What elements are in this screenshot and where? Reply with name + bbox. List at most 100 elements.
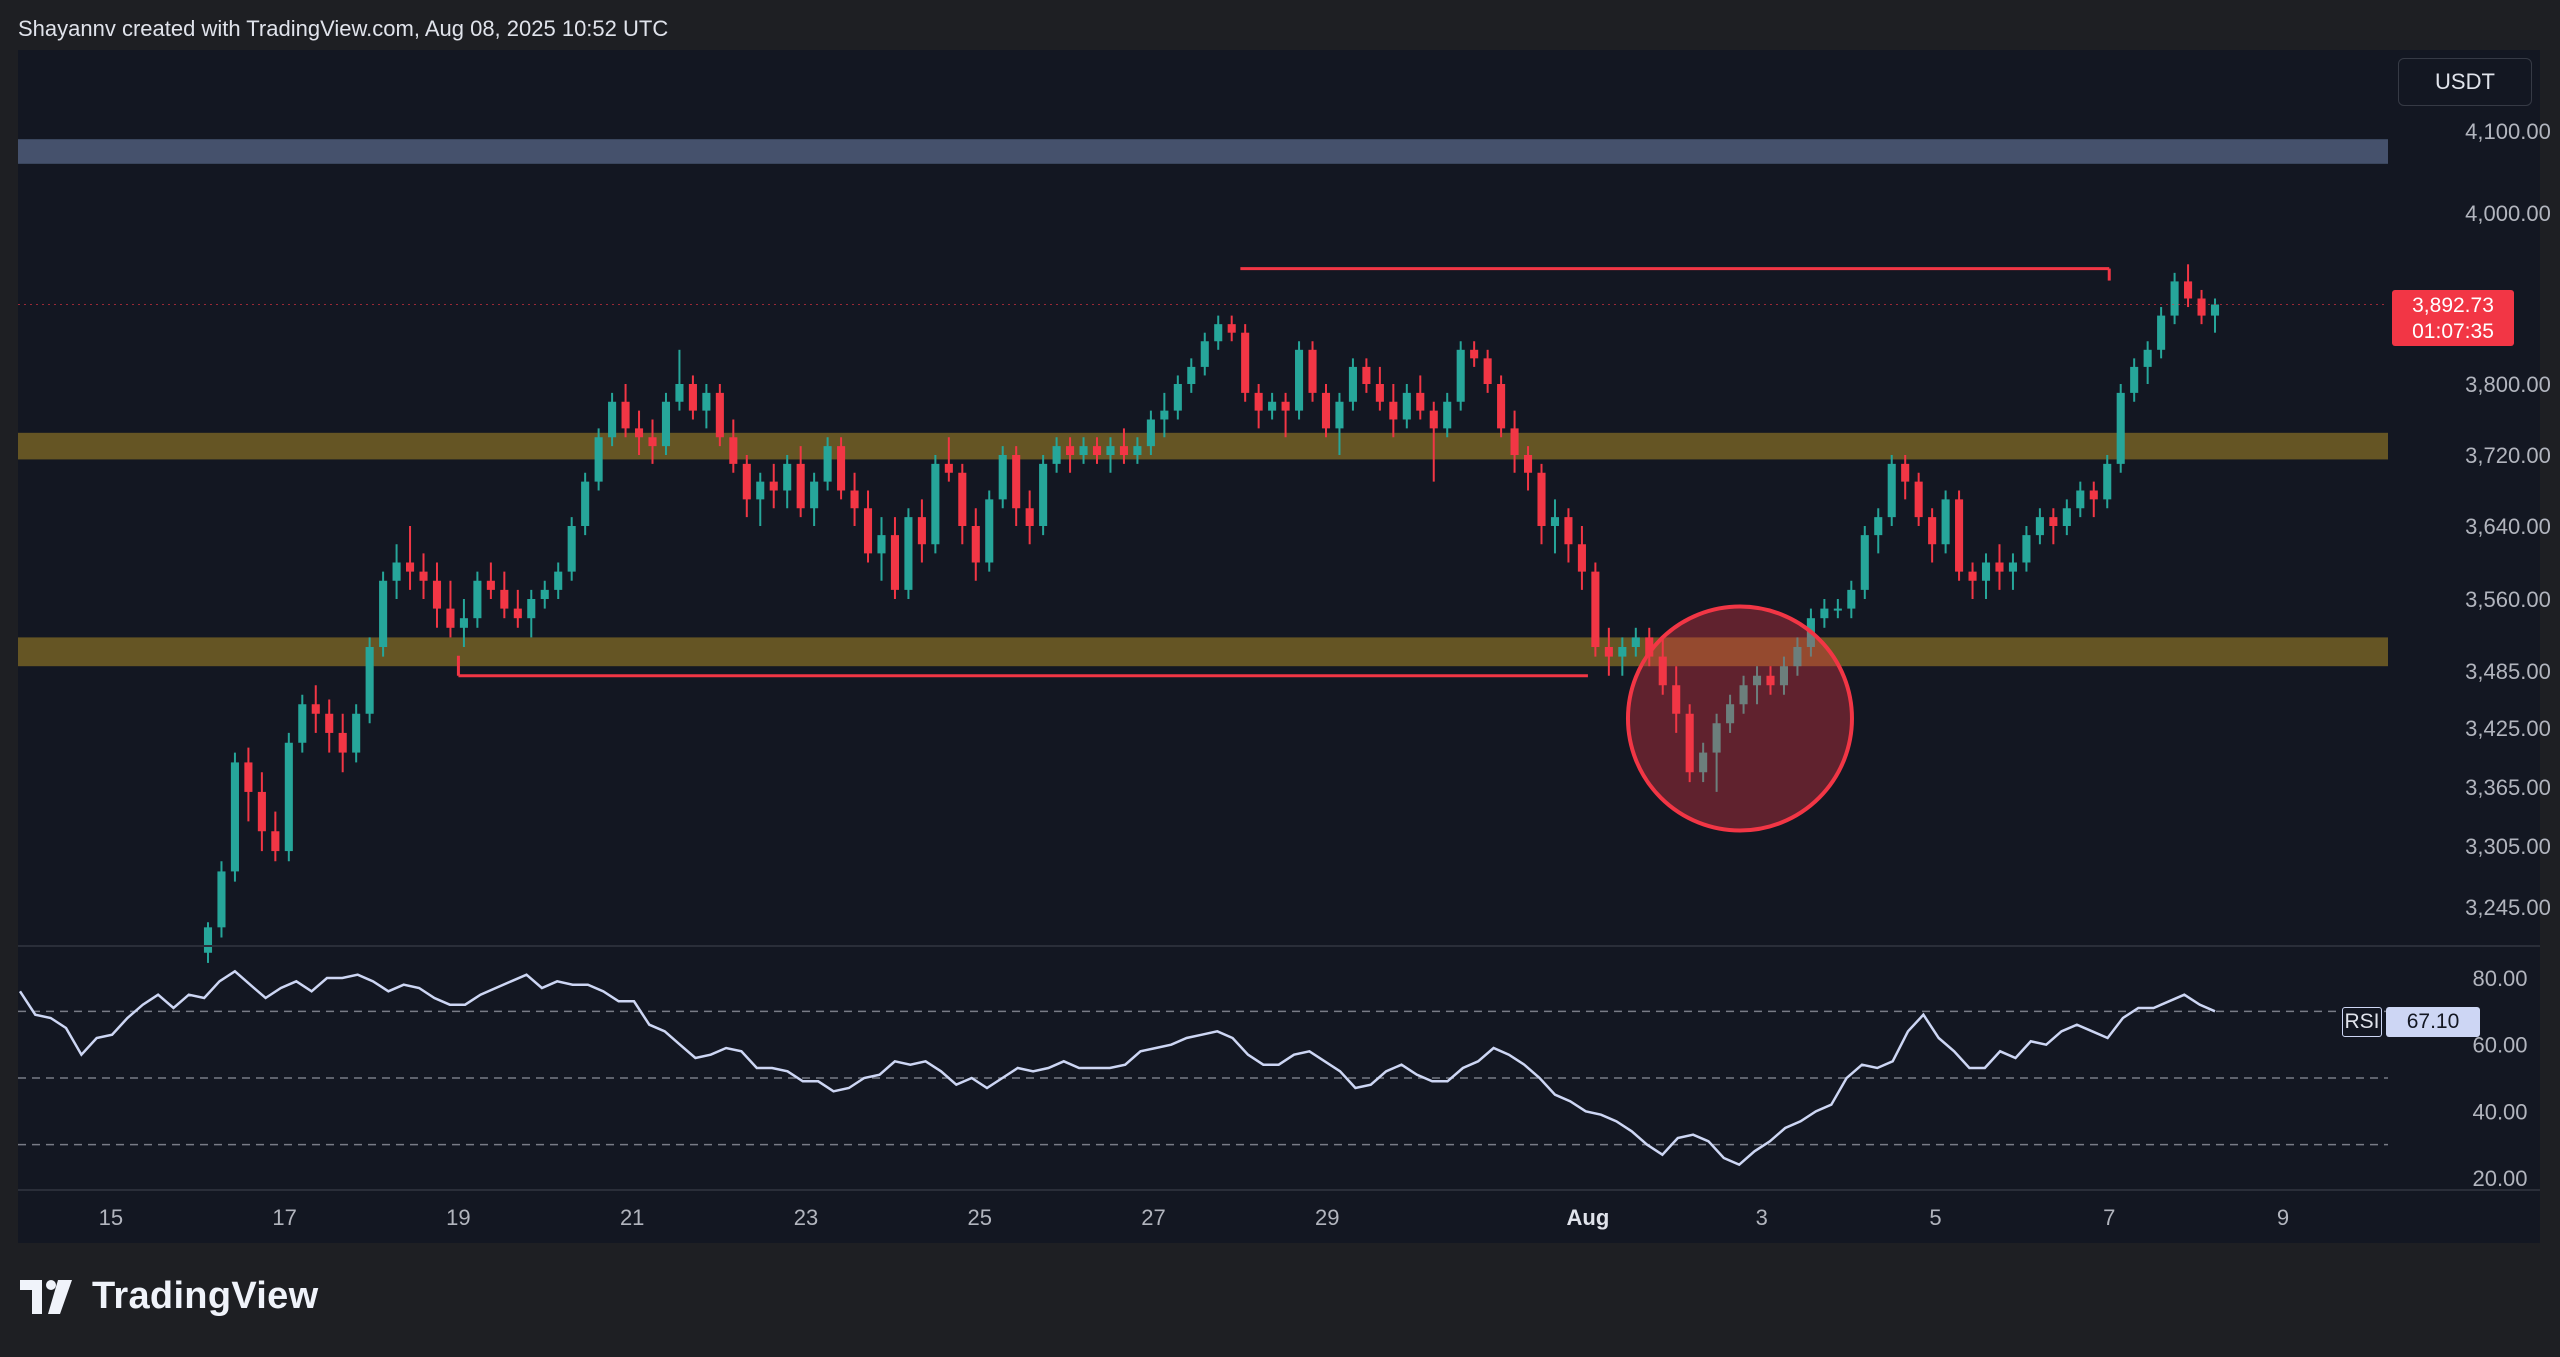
candle-body xyxy=(392,562,401,581)
candle-body xyxy=(702,392,711,411)
candle-body xyxy=(1362,366,1371,384)
candle-body xyxy=(2116,392,2125,464)
rsi-axis-tick-label: 80.00 xyxy=(2472,966,2527,991)
price-axis-tick-label: 3,720.00 xyxy=(2465,443,2551,468)
candle-body xyxy=(1631,637,1640,647)
candle-body xyxy=(230,762,239,872)
time-axis-tick-label: 5 xyxy=(1929,1205,1941,1230)
time-axis-tick-label: 25 xyxy=(967,1205,991,1230)
candle-body xyxy=(1901,463,1910,482)
time-axis-tick-label: 15 xyxy=(99,1205,123,1230)
price-axis-tick-label: 3,305.00 xyxy=(2465,834,2551,859)
candle-body xyxy=(634,428,644,438)
candle-body xyxy=(1497,384,1506,429)
tradingview-logo[interactable]: TradingView xyxy=(20,1275,318,1318)
candle-body xyxy=(756,481,765,500)
candle-body xyxy=(271,831,280,852)
candle-body xyxy=(379,580,388,647)
candle-body xyxy=(2170,281,2179,316)
price-axis-tick-label: 4,000.00 xyxy=(2465,201,2551,226)
candle-body xyxy=(325,713,334,733)
candle-body xyxy=(1092,446,1102,455)
candle-body xyxy=(675,384,684,402)
candle-body xyxy=(2089,490,2098,500)
candle-body xyxy=(581,481,590,526)
time-axis-tick-label: 7 xyxy=(2103,1205,2115,1230)
candle-body xyxy=(1981,562,1991,581)
price-axis-tick-label: 4,100.00 xyxy=(2465,119,2551,144)
candle-body xyxy=(527,599,536,619)
candle-body xyxy=(2143,349,2152,367)
candle-body xyxy=(1752,675,1762,686)
candle-body xyxy=(810,481,819,509)
candle-body xyxy=(850,490,859,509)
candle-body xyxy=(1550,517,1560,526)
candle-body xyxy=(890,535,900,590)
candle-body xyxy=(1295,349,1304,411)
candle-body xyxy=(1833,608,1842,611)
candle-body xyxy=(217,871,226,928)
candle-body xyxy=(661,401,671,447)
time-axis-tick-label: 21 xyxy=(620,1205,644,1230)
rsi-line xyxy=(18,969,2216,1167)
rsi-axis-tick-label: 60.00 xyxy=(2472,1033,2527,1058)
candle-body xyxy=(1645,637,1654,657)
time-axis-tick-label: 27 xyxy=(1141,1205,1165,1230)
candle-body xyxy=(1052,446,1061,464)
candle-body xyxy=(837,446,846,491)
candle-body xyxy=(1402,392,1411,420)
candle-body xyxy=(1577,544,1586,572)
candle-body xyxy=(1335,401,1344,429)
candle-body xyxy=(1483,358,1492,384)
time-axis-tick-label: 19 xyxy=(446,1205,470,1230)
candle-body xyxy=(2022,535,2031,563)
candle-body xyxy=(257,791,266,832)
candle-body xyxy=(2076,490,2085,509)
candle-body xyxy=(1995,562,2004,572)
rsi-axis-tick-label: 40.00 xyxy=(2472,1099,2527,1124)
last-price-value: 3,892.73 xyxy=(2412,294,2494,317)
candle-body xyxy=(1470,349,1479,359)
currency-selector[interactable]: USDT xyxy=(2398,58,2532,106)
candle-body xyxy=(244,762,253,792)
rsi-value-tag: 67.10 xyxy=(2386,1007,2480,1037)
last-price-tag: 3,892.73 01:07:35 xyxy=(2392,290,2514,346)
candle-body xyxy=(608,401,617,438)
candle-body xyxy=(1281,401,1290,411)
candle-body xyxy=(1416,392,1425,411)
price-axis-tick-label: 3,800.00 xyxy=(2465,372,2551,397)
candle-body xyxy=(783,463,792,491)
candle-body xyxy=(648,437,657,447)
candle-body xyxy=(2210,304,2220,316)
candle-body xyxy=(1779,666,1789,686)
candle-body xyxy=(1618,647,1627,657)
rsi-indicator-label[interactable]: RSI xyxy=(2342,1007,2382,1037)
candle-body xyxy=(1039,463,1048,526)
brand-name: TradingView xyxy=(92,1275,319,1317)
candle-body xyxy=(1375,384,1384,402)
candle-body xyxy=(2049,517,2058,526)
candle-body xyxy=(1591,571,1600,647)
candle-body xyxy=(796,463,805,509)
time-axis-tick-label: 9 xyxy=(2277,1205,2289,1230)
chart-frame xyxy=(18,50,2540,1243)
candle-body xyxy=(594,437,603,482)
candle-body xyxy=(1510,428,1519,455)
candle-body xyxy=(715,392,724,438)
candle-body xyxy=(1820,608,1829,619)
price-axis-tick-label: 3,425.00 xyxy=(2465,716,2551,741)
candle-body xyxy=(554,571,563,590)
price-axis-tick-label: 3,365.00 xyxy=(2465,775,2551,800)
candle-body xyxy=(1712,723,1721,753)
candle-body xyxy=(1025,508,1034,526)
candle-body xyxy=(931,463,940,545)
candle-body xyxy=(486,580,495,590)
candle-body xyxy=(540,589,549,599)
candle-body xyxy=(769,481,778,491)
candle-body xyxy=(352,713,361,753)
time-axis-tick-label: 17 xyxy=(272,1205,296,1230)
candle-body xyxy=(446,608,455,628)
candle-body xyxy=(338,732,347,753)
time-axis-tick-label: 3 xyxy=(1756,1205,1768,1230)
